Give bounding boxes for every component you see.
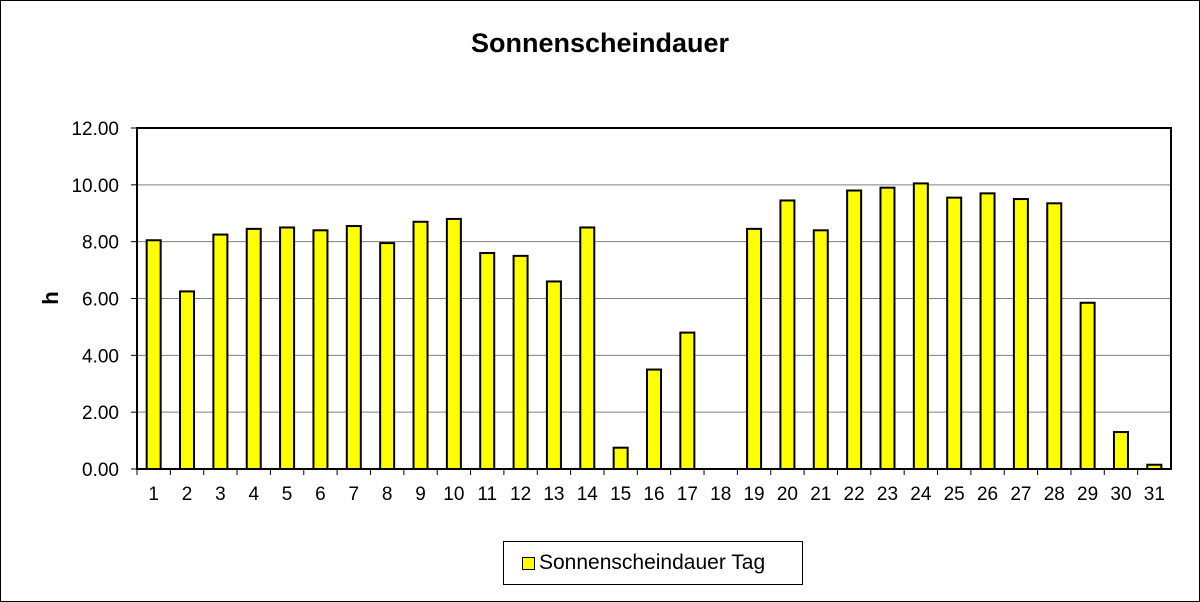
x-tick-label: 4	[248, 484, 259, 505]
x-tick-label: 26	[977, 484, 998, 505]
y-tick-labels: 0.00 2.00 4.00 6.00 8.00 10.00 12.00	[71, 119, 119, 481]
bar-day-1	[145, 239, 162, 470]
bar-day-9	[412, 220, 429, 470]
bar-day-5	[279, 226, 296, 470]
x-tick-label: 9	[415, 484, 426, 505]
x-tick-label: 22	[844, 484, 865, 505]
x-tick-label: 28	[1044, 484, 1065, 505]
bar-day-28	[1046, 202, 1063, 470]
bar-day-2	[179, 290, 196, 471]
bar-day-25	[946, 196, 963, 471]
plot-area-border	[136, 127, 1172, 470]
bar-day-15	[612, 446, 629, 470]
x-tick-label: 19	[743, 484, 764, 505]
bar-day-14	[579, 226, 596, 470]
bar-day-16	[646, 368, 662, 470]
x-tick-label: 23	[877, 484, 898, 505]
x-tick-label: 21	[810, 484, 831, 505]
x-tick-label: 13	[543, 484, 564, 505]
bar-day-10	[445, 217, 462, 470]
legend-label: Sonnenscheindauer Tag	[539, 551, 766, 574]
bar-day-21	[812, 229, 829, 470]
bar-day-30	[1112, 431, 1129, 470]
bar-day-20	[779, 199, 796, 470]
bar-day-13	[545, 280, 562, 471]
bar-day-8	[379, 242, 396, 470]
y-tick-label: 6.00	[82, 290, 119, 311]
bar-day-3	[212, 233, 229, 470]
x-tick-label: 12	[510, 484, 531, 505]
x-tick-label: 20	[777, 484, 798, 505]
x-tick-label: 6	[315, 484, 326, 505]
bar-day-4	[245, 227, 262, 470]
bar-day-12	[512, 254, 529, 470]
x-tick-label: 5	[282, 484, 293, 505]
x-tick-label: 29	[1077, 484, 1098, 505]
legend-swatch	[522, 556, 535, 570]
x-tick-label: 25	[944, 484, 965, 505]
bar-day-19	[746, 227, 763, 470]
axes	[136, 127, 1172, 470]
bar-day-27	[1012, 198, 1029, 471]
x-tick-label: 24	[910, 484, 932, 505]
x-tick-label: 7	[349, 484, 360, 505]
bar-day-7	[345, 225, 362, 470]
bar-day-6	[312, 229, 329, 470]
y-axis-label: h	[38, 291, 63, 304]
y-tick-label: 4.00	[82, 346, 119, 367]
x-tick-label: 11	[477, 484, 497, 505]
x-tick-label: 18	[710, 484, 731, 505]
y-tick-label: 0.00	[82, 460, 119, 481]
x-tick-label: 8	[382, 484, 393, 505]
y-tick-label: 8.00	[82, 233, 119, 254]
bar-day-11	[479, 252, 496, 470]
bar-day-17	[679, 331, 696, 470]
x-tick-label: 3	[215, 484, 226, 505]
bar-day-23	[879, 186, 896, 471]
x-tick-label: 10	[443, 484, 464, 505]
x-tick-label: 14	[577, 484, 599, 505]
y-tick-label: 2.00	[82, 403, 119, 424]
y-tick-label: 10.00	[71, 176, 119, 197]
bar-day-22	[846, 189, 863, 470]
x-tick-label: 27	[1010, 484, 1031, 505]
chart-title: Sonnenscheindauer	[470, 28, 730, 58]
x-tick-labels: 1 2 3 4 5 6 7 8 9 10 11 12 13 14 15 16 17 18 19 20 21 22 23 24 2…	[148, 484, 1165, 505]
x-tick-label: 31	[1144, 484, 1165, 505]
bar-day-29	[1079, 301, 1096, 471]
bars	[145, 182, 1163, 471]
legend: Sonnenscheindauer Tag	[503, 541, 803, 585]
y-tick-label: 12.00	[71, 119, 119, 140]
x-tick-label: 1	[148, 484, 159, 505]
x-tick-label: 15	[610, 484, 631, 505]
x-tick-label: 16	[643, 484, 664, 505]
x-tick-label: 17	[677, 484, 698, 505]
bar-day-24	[912, 182, 929, 470]
bar-day-26	[979, 192, 996, 470]
x-tick-label: 30	[1110, 484, 1131, 505]
x-tick-label: 2	[182, 484, 193, 505]
